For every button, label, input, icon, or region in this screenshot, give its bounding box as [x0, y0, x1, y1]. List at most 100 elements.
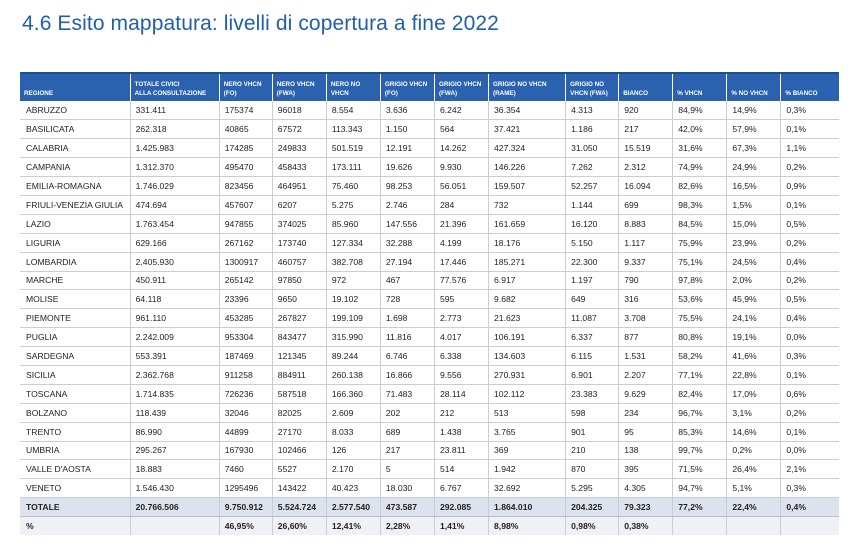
- value-cell: 1.150: [380, 119, 435, 140]
- value-cell: 32.288: [380, 233, 435, 253]
- value-cell: 6.767: [434, 478, 490, 499]
- value-cell: 1.425.983: [130, 138, 220, 159]
- value-cell: 457607: [219, 195, 273, 215]
- column-header-text: BIANCO: [623, 90, 649, 97]
- column-header-text: (FWA): [438, 90, 458, 97]
- column-header: GRIGIO VHCN (FO): [380, 72, 435, 101]
- value-cell: 1300917: [219, 252, 273, 272]
- column-header: % BIANCO: [780, 72, 839, 101]
- value-cell: 46,95%: [219, 516, 273, 536]
- value-cell: 267162: [219, 233, 273, 253]
- value-cell: 7.262: [565, 157, 620, 178]
- value-cell: 167930: [219, 441, 273, 461]
- value-cell: 901: [565, 422, 620, 442]
- value-cell: 173740: [272, 233, 327, 253]
- value-cell: 174285: [219, 138, 273, 159]
- value-cell: 0,0%: [780, 327, 839, 348]
- value-cell: 96018: [272, 101, 327, 121]
- value-cell: 0,2%: [726, 441, 782, 461]
- column-header-text: (FWA): [276, 90, 295, 97]
- value-cell: 2.207: [618, 365, 674, 385]
- value-cell: 24,1%: [726, 308, 782, 329]
- value-cell: 553.391: [130, 346, 220, 366]
- value-cell: 1,5%: [726, 195, 782, 215]
- value-cell: 5.524.724: [272, 497, 327, 518]
- column-header: % VHCN: [672, 72, 728, 101]
- value-cell: 2.405.930: [130, 252, 220, 272]
- value-cell: 146.226: [488, 157, 567, 178]
- value-cell: 0,3%: [780, 101, 839, 121]
- region-cell: TOTALE: [20, 497, 131, 518]
- value-cell: 467: [380, 271, 435, 291]
- value-cell: 32046: [219, 403, 273, 423]
- column-header: % NO VHCN: [726, 72, 782, 101]
- header-row: REGIONE TOTALE CIVICI ALLA CONSULTAZIONE NE…: [20, 72, 839, 101]
- value-cell: 217: [380, 441, 435, 461]
- value-cell: 22,4%: [726, 497, 782, 518]
- value-cell: 284: [434, 195, 490, 215]
- value-cell: 138: [618, 441, 674, 461]
- region-cell: MOLISE: [20, 289, 131, 310]
- column-header-text: (FO): [384, 90, 398, 97]
- value-cell: 0,2%: [780, 233, 839, 253]
- value-cell: 102466: [272, 441, 327, 461]
- value-cell: 0,4%: [780, 497, 839, 518]
- value-cell: 316: [618, 289, 674, 310]
- value-cell: 732: [488, 195, 567, 215]
- value-cell: 382.708: [326, 252, 381, 272]
- value-cell: 161.659: [488, 214, 567, 234]
- value-cell: 11.816: [380, 327, 435, 348]
- value-cell: 75,1%: [672, 252, 728, 272]
- value-cell: 121345: [272, 346, 327, 366]
- value-cell: 6.746: [380, 346, 435, 366]
- value-cell: 4.305: [618, 478, 674, 499]
- value-cell: 726236: [219, 384, 273, 404]
- table-row: CAMPANIA 1.312.370 495470 458433 173.111 19.6…: [20, 157, 839, 178]
- column-header: BIANCO: [618, 72, 674, 101]
- column-header-text: GRIGIO VHCN: [384, 81, 428, 88]
- value-cell: [726, 516, 782, 536]
- coverage-table: REGIONE TOTALE CIVICI ALLA CONSULTAZIONE NE…: [20, 72, 839, 536]
- value-cell: 920: [618, 101, 674, 121]
- value-cell: 5.150: [565, 233, 620, 253]
- region-cell: LOMBARDIA: [20, 252, 131, 272]
- region-cell: SICILIA: [20, 365, 131, 385]
- value-cell: 86.990: [130, 422, 220, 442]
- value-cell: 2.362.768: [130, 365, 220, 385]
- value-cell: 5527: [272, 459, 327, 480]
- region-cell: BASILICATA: [20, 119, 131, 140]
- value-cell: 699: [618, 195, 674, 215]
- value-cell: 464951: [272, 176, 327, 196]
- value-cell: 27.194: [380, 252, 435, 272]
- value-cell: 972: [326, 271, 381, 291]
- value-cell: 911258: [219, 365, 273, 385]
- value-cell: 98,3%: [672, 195, 728, 215]
- value-cell: 19.102: [326, 289, 381, 310]
- column-header-text: GRIGIO NO VHCN: [493, 81, 547, 88]
- value-cell: 82025: [272, 403, 327, 423]
- column-header-text: GRIGIO VHCN: [438, 81, 482, 88]
- value-cell: 6.338: [434, 346, 490, 366]
- value-cell: 0,4%: [780, 252, 839, 272]
- value-cell: 127.334: [326, 233, 381, 253]
- value-cell: 0,6%: [780, 384, 839, 404]
- value-cell: [780, 516, 839, 536]
- value-cell: 14,6%: [726, 422, 782, 442]
- value-cell: 0,2%: [780, 271, 839, 291]
- column-header: GRIGIO NO VHCN (RAME): [488, 72, 567, 101]
- value-cell: 52.257: [565, 176, 620, 196]
- value-cell: 77,1%: [672, 365, 728, 385]
- value-cell: 1.714.835: [130, 384, 220, 404]
- value-cell: 23.383: [565, 384, 620, 404]
- value-cell: 843477: [272, 327, 327, 348]
- value-cell: 18.030: [380, 478, 435, 499]
- value-cell: 0,1%: [780, 365, 839, 385]
- value-cell: 37.421: [488, 119, 567, 140]
- table-row: BASILICATA 262.318 40865 67572 113.343 1.150 5…: [20, 119, 839, 140]
- value-cell: 8.033: [326, 422, 381, 442]
- value-cell: 728: [380, 289, 435, 310]
- value-cell: 0,9%: [780, 176, 839, 196]
- value-cell: 12.191: [380, 138, 435, 159]
- value-cell: 5.295: [565, 478, 620, 499]
- value-cell: 0,2%: [780, 157, 839, 178]
